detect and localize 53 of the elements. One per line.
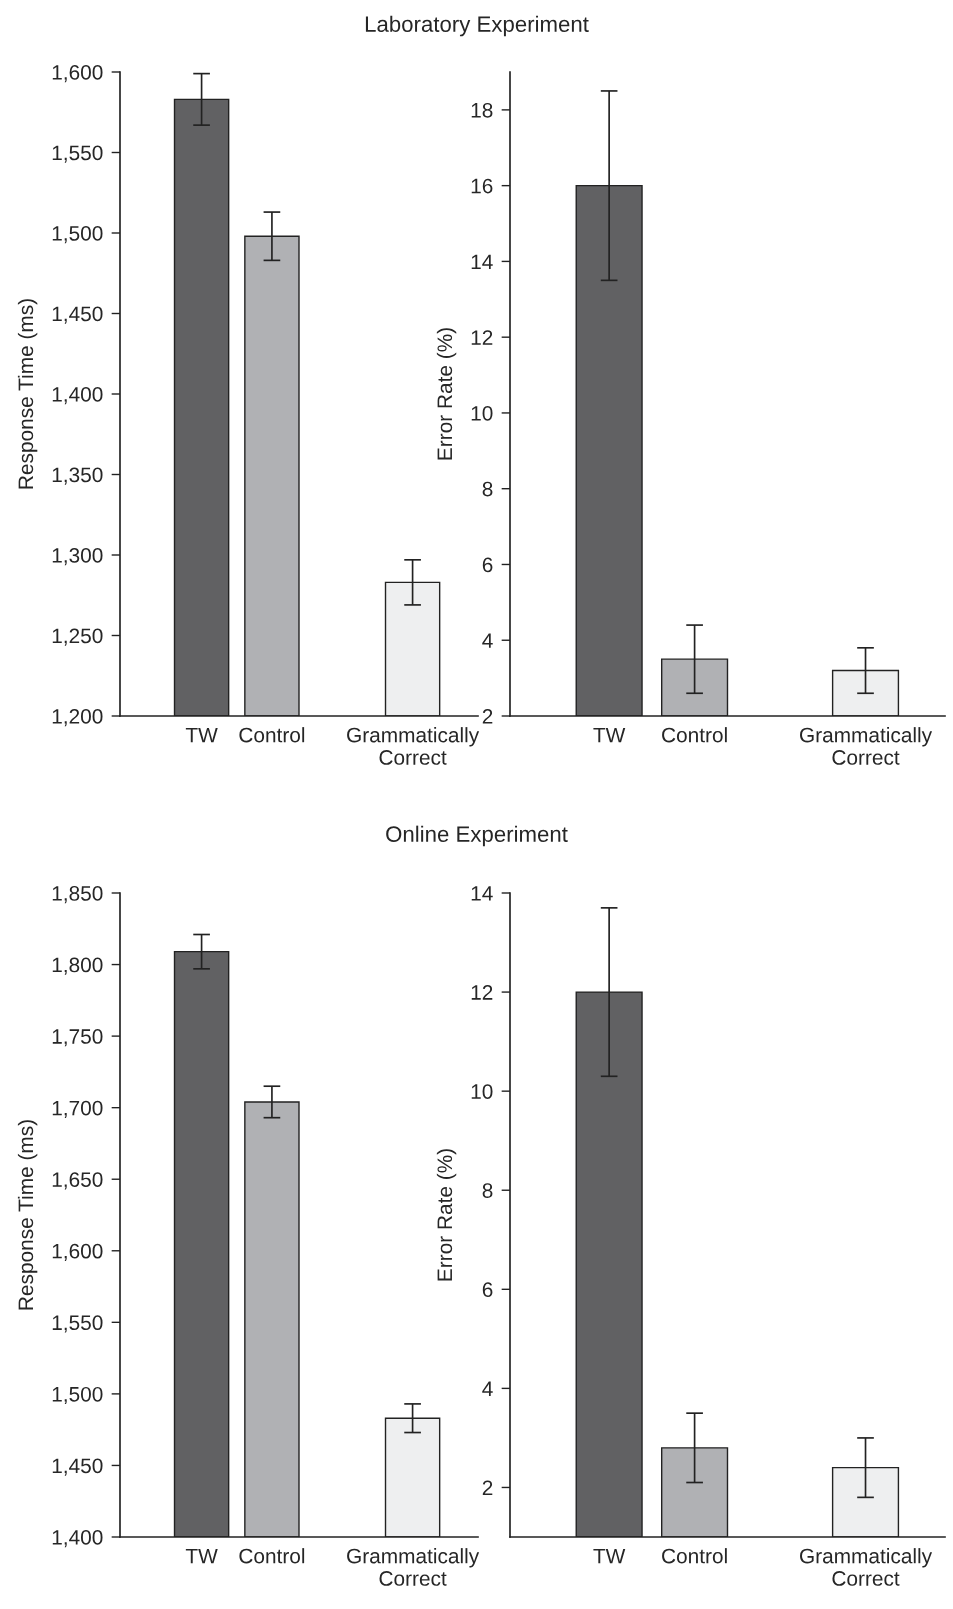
y-tick-label: 1,600 (52, 65, 103, 83)
y-axis-title: Error Rate (%) (436, 1149, 457, 1281)
y-tick-label: 4 (482, 1381, 493, 1396)
y-tick-label: 1,800 (52, 957, 103, 975)
y-axis-title: Response Time (ms) (17, 1120, 38, 1310)
y-tick-label: 12 (471, 330, 493, 345)
chart-title: Laboratory Experiment (365, 15, 589, 37)
x-tick-label: Control (239, 727, 305, 743)
y-tick-label: 14 (471, 886, 493, 901)
y-tick-label: 12 (471, 985, 493, 1000)
x-tick-label: Grammatically Correct (800, 727, 933, 765)
y-tick-label: 8 (482, 1183, 493, 1198)
y-tick-label: 1,500 (52, 226, 103, 244)
y-tick-label: 1,250 (52, 628, 103, 646)
x-tick-label: Grammatically Correct (347, 727, 480, 765)
y-tick-label: 1,550 (52, 1315, 103, 1333)
y-tick-label: 6 (482, 557, 493, 573)
x-tick-label: TW (593, 727, 626, 743)
x-tick-label: Control (662, 727, 727, 743)
y-tick-label: 1,700 (52, 1100, 103, 1118)
x-tick-label: Grammatically Correct (800, 1548, 933, 1586)
y-tick-label: 16 (471, 178, 493, 194)
y-tick-label: 1,400 (52, 1530, 103, 1548)
y-tick-label: 1,300 (52, 548, 103, 566)
y-tick-label: 2 (482, 1480, 493, 1496)
y-tick-label: 1,850 (52, 886, 103, 904)
y-tick-label: 14 (471, 254, 493, 269)
chart-title: Online Experiment (386, 825, 568, 847)
y-tick-label: 1,600 (52, 1243, 103, 1261)
x-tick-label: Grammatically Correct (347, 1548, 480, 1586)
y-tick-label: 1,450 (52, 306, 103, 324)
x-tick-label: TW (593, 1548, 626, 1564)
x-tick-label: Control (662, 1548, 727, 1564)
y-tick-label: 10 (471, 1084, 493, 1099)
x-tick-label: TW (185, 727, 218, 743)
y-tick-label: 6 (482, 1282, 493, 1298)
y-tick-label: 1,500 (52, 1386, 103, 1405)
y-axis-title: Error Rate (%) (436, 328, 457, 460)
y-tick-label: 1,550 (52, 145, 103, 163)
y-tick-label: 18 (471, 102, 493, 118)
y-tick-label: 1,750 (52, 1029, 103, 1047)
y-tick-label: 1,450 (52, 1458, 103, 1476)
y-tick-label: 4 (482, 633, 493, 648)
y-tick-label: 1,650 (52, 1172, 103, 1190)
x-tick-label: Control (239, 1548, 305, 1564)
y-tick-label: 1,200 (52, 709, 103, 727)
y-tick-label: 1,350 (52, 467, 103, 485)
y-tick-label: 8 (482, 481, 493, 497)
y-axis-title: Response Time (ms) (17, 299, 38, 489)
y-tick-label: 1,400 (52, 387, 103, 405)
y-tick-label: 10 (471, 405, 493, 421)
y-tick-label: 2 (482, 709, 493, 724)
x-tick-label: TW (185, 1548, 218, 1564)
